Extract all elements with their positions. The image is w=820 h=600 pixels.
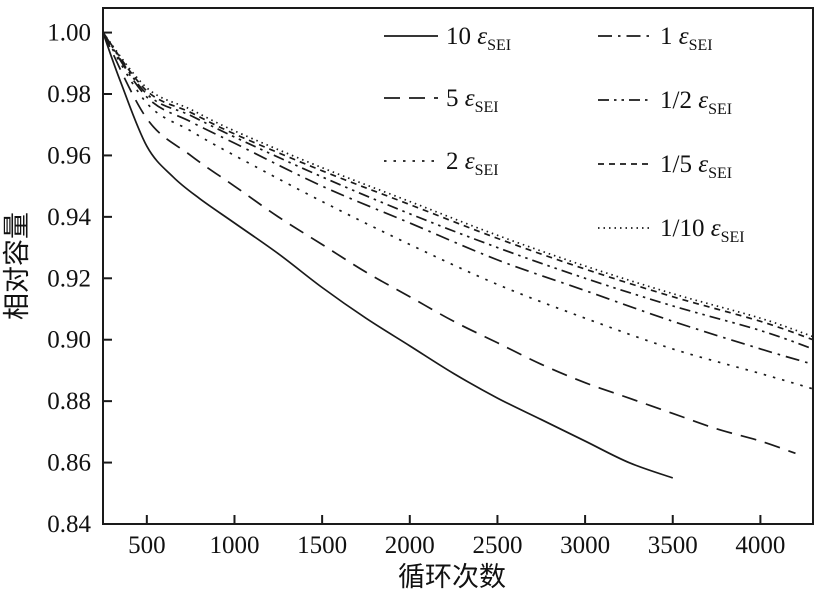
series-line-5-SEI bbox=[102, 32, 796, 455]
legend-label-1-10-SEI: 1/10 εSEI bbox=[660, 215, 745, 246]
y-tick-label: 0.96 bbox=[47, 142, 91, 169]
x-tick-label: 2500 bbox=[472, 532, 522, 559]
series-line-10-SEI bbox=[102, 32, 674, 479]
x-axis-label: 循环次数 bbox=[398, 562, 506, 592]
legend-label-2-SEI: 2 εSEI bbox=[446, 148, 499, 179]
y-tick-label: 1.00 bbox=[47, 20, 91, 47]
y-tick-label: 0.86 bbox=[47, 450, 91, 477]
x-tick-label: 4000 bbox=[735, 532, 785, 559]
legend-label-1-SEI: 1 εSEI bbox=[660, 23, 713, 54]
y-tick-label: 0.88 bbox=[47, 388, 91, 415]
series-line-1-10-SEI bbox=[102, 32, 814, 338]
legend-label-5-SEI: 5 εSEI bbox=[446, 85, 499, 116]
x-tick-label: 3000 bbox=[560, 532, 610, 559]
y-tick-label: 0.90 bbox=[47, 327, 91, 354]
y-tick-label: 0.98 bbox=[47, 81, 91, 108]
x-tick-label: 2000 bbox=[385, 532, 435, 559]
y-tick-label: 0.94 bbox=[47, 204, 91, 231]
series-line-2-SEI bbox=[102, 32, 814, 390]
legend-label-1-2-SEI: 1/2 εSEI bbox=[660, 87, 732, 118]
x-tick-label: 3500 bbox=[648, 532, 698, 559]
series-line-1-5-SEI bbox=[102, 32, 814, 341]
series-line-1-2-SEI bbox=[102, 32, 814, 350]
y-axis-label: 相对容量 bbox=[2, 212, 32, 320]
axes-box bbox=[102, 7, 814, 525]
legend-label-1-5-SEI: 1/5 εSEI bbox=[660, 151, 732, 182]
legend-label-10-SEI: 10 εSEI bbox=[446, 23, 511, 54]
series-line-1-SEI bbox=[102, 32, 814, 366]
y-tick-label: 0.92 bbox=[47, 265, 91, 292]
x-tick-label: 1000 bbox=[209, 532, 259, 559]
y-tick-label: 0.84 bbox=[47, 511, 91, 538]
x-tick-label: 1500 bbox=[297, 532, 347, 559]
plot-layer: 500 1000 1500 2000 2500 3000 3500 4000 0.84 0.86 0… bbox=[47, 7, 814, 559]
x-tick-label: 500 bbox=[128, 532, 166, 559]
